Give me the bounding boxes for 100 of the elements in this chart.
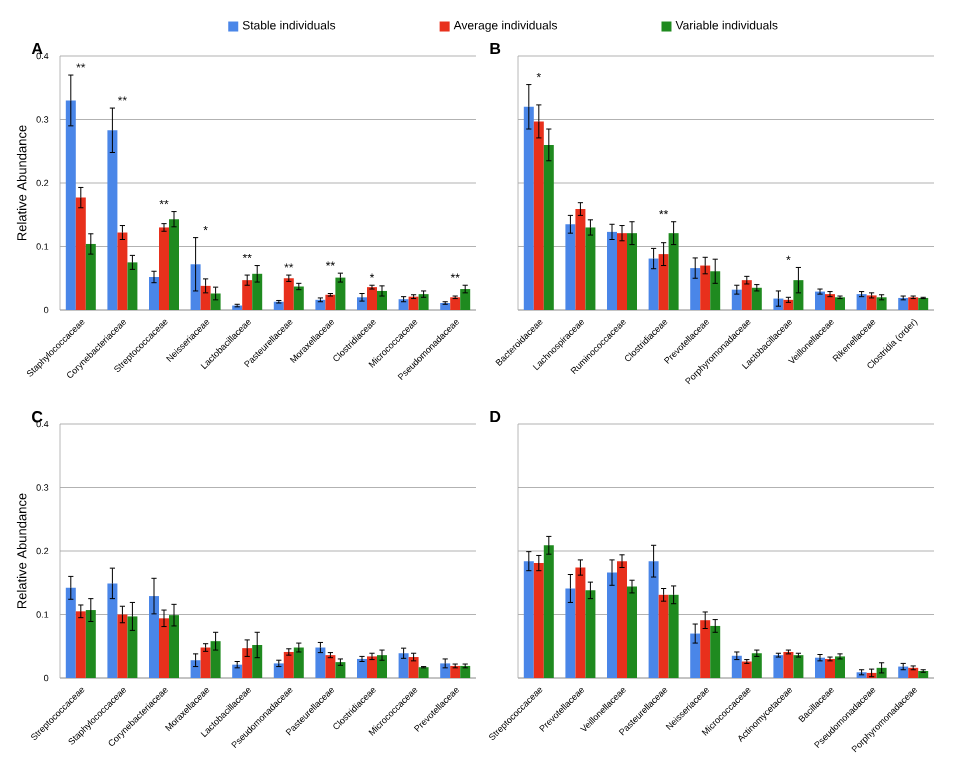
bar [460, 665, 471, 678]
bar [565, 588, 576, 678]
bar [293, 647, 304, 678]
bar [315, 299, 326, 310]
bar [783, 299, 794, 310]
bar [242, 280, 253, 310]
bar [450, 297, 461, 310]
bar [533, 563, 544, 678]
bar [232, 664, 243, 678]
bar [200, 285, 211, 310]
bar [751, 287, 762, 310]
bar [856, 294, 867, 310]
bar [825, 294, 835, 310]
bar [242, 648, 253, 678]
bar [648, 561, 659, 678]
bar [377, 655, 387, 678]
bar [169, 219, 179, 310]
bar [523, 561, 534, 678]
bar [190, 660, 201, 678]
bar [565, 224, 576, 310]
bar [315, 647, 326, 678]
bar [731, 655, 742, 678]
bar [908, 667, 919, 678]
bar [876, 297, 887, 310]
bar [159, 618, 169, 678]
bar [700, 265, 711, 310]
bar [793, 655, 804, 678]
bar [252, 644, 263, 678]
bar [159, 227, 169, 310]
bar [325, 294, 336, 310]
bar [169, 615, 179, 678]
bar [898, 297, 909, 310]
bar [617, 561, 628, 678]
bar [65, 100, 76, 310]
bar [149, 596, 159, 678]
bar [773, 655, 784, 678]
bar [75, 611, 86, 678]
bar [741, 280, 752, 310]
bar [210, 293, 221, 310]
bar [751, 653, 762, 678]
bar [367, 656, 377, 678]
bar [575, 209, 586, 310]
bar [783, 651, 794, 678]
bar [293, 286, 304, 310]
bar [377, 290, 387, 310]
bar [283, 651, 294, 678]
bar [668, 233, 679, 310]
bar [335, 662, 346, 678]
bar [658, 254, 669, 310]
bar [210, 641, 221, 678]
chart-title: C [32, 411, 43, 423]
bar [617, 233, 628, 310]
bar [866, 295, 877, 310]
bar [149, 276, 159, 310]
bar [335, 277, 346, 310]
bar [690, 633, 701, 678]
bar [585, 590, 596, 678]
bar [825, 658, 835, 678]
bar [627, 233, 638, 310]
bar [127, 262, 138, 310]
bar [710, 271, 721, 310]
bar [450, 665, 461, 678]
bar [835, 297, 846, 310]
bar [533, 121, 544, 310]
bar [460, 289, 471, 310]
bar [117, 614, 128, 678]
bar [85, 243, 96, 310]
bar [252, 273, 263, 310]
bar [607, 572, 617, 678]
bar [107, 583, 118, 678]
bar [117, 232, 128, 310]
bar [75, 197, 86, 310]
bar [668, 594, 679, 678]
bar [65, 587, 76, 678]
bar [440, 303, 451, 310]
bar [200, 647, 211, 678]
bar [731, 289, 742, 310]
bar [627, 586, 638, 678]
chart-title: A [31, 43, 43, 55]
bar [918, 297, 929, 310]
bar [815, 657, 825, 678]
bar [418, 667, 429, 678]
bar [356, 658, 367, 678]
bar [408, 657, 419, 678]
bar [107, 130, 118, 310]
bar [793, 280, 804, 310]
chart-title: D [490, 411, 501, 423]
bar [85, 610, 96, 678]
bar [398, 653, 409, 678]
bar [690, 268, 701, 310]
bar [543, 545, 554, 678]
bar [440, 663, 451, 678]
bar [127, 616, 138, 678]
bar [710, 625, 721, 678]
bar [585, 227, 596, 310]
bar [700, 620, 711, 678]
bar [658, 594, 669, 678]
bar [898, 666, 909, 678]
bar [543, 144, 554, 310]
bar [607, 231, 617, 310]
